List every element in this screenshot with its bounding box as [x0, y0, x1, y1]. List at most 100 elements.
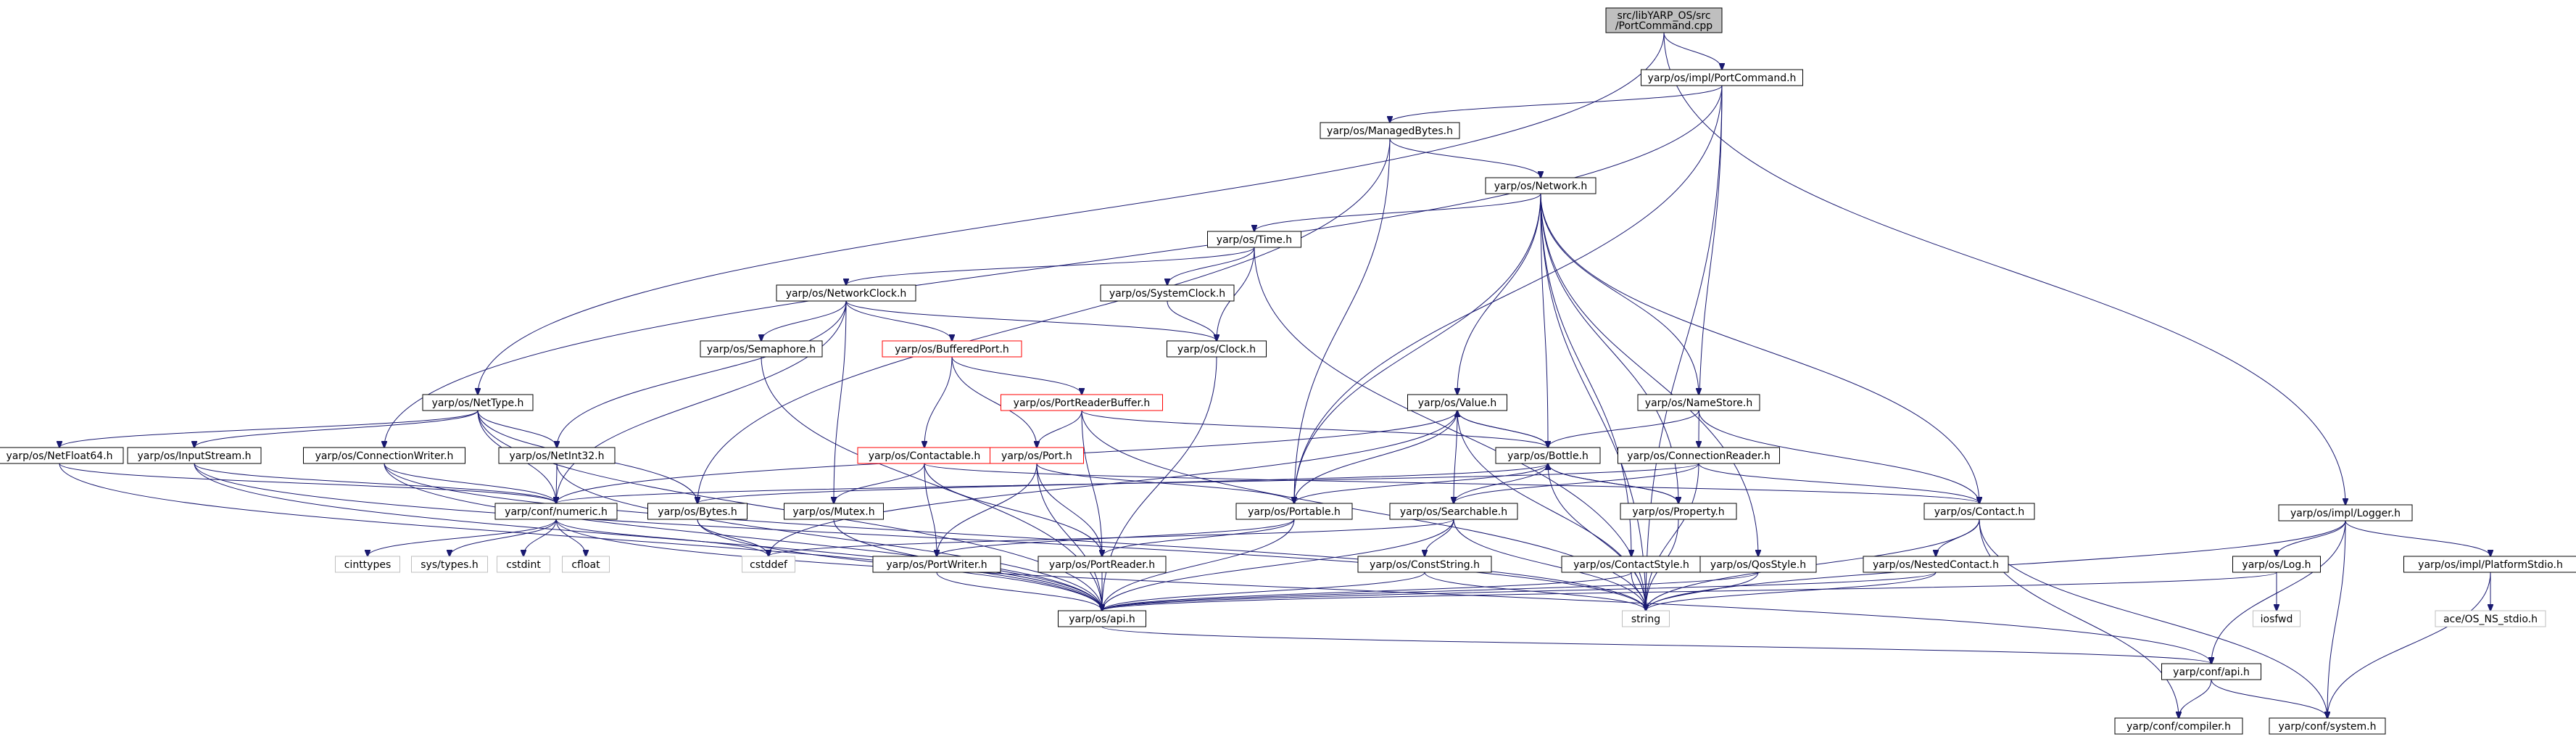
node-box	[498, 447, 616, 464]
node-compiler[interactable]: yarp/conf/compiler.h	[2114, 717, 2243, 735]
node-connectionreader[interactable]: yarp/os/ConnectionReader.h	[1618, 447, 1780, 464]
node-label: yarp/os/impl/Logger.h	[2290, 508, 2401, 519]
node-searchable[interactable]: yarp/os/Searchable.h	[1389, 503, 1518, 520]
node-connectionwriter[interactable]: yarp/os/ConnectionWriter.h	[303, 447, 465, 464]
node-bottle[interactable]: yarp/os/Bottle.h	[1495, 447, 1601, 464]
node-box	[1058, 610, 1146, 627]
edge-portreaderbuffer-to-bottle	[1081, 410, 1548, 448]
edge-nestedcontact-to-api-os	[1102, 572, 1937, 611]
node-namestore[interactable]: yarp/os/NameStore.h	[1637, 394, 1760, 411]
node-cstddef: cstddef	[742, 556, 795, 573]
node-label: yarp/os/Semaphore.h	[707, 344, 816, 355]
node-platformstdio[interactable]: yarp/os/impl/PlatformStdio.h	[2403, 556, 2576, 573]
edge-api-os-to-conf-api	[1101, 626, 2211, 664]
node-property[interactable]: yarp/os/Property.h	[1620, 503, 1737, 520]
node-netfloat64[interactable]: yarp/os/NetFloat64.h	[0, 447, 124, 464]
node-conf-api[interactable]: yarp/conf/api.h	[2161, 663, 2261, 680]
node-box	[497, 556, 550, 573]
node-portcommand-h[interactable]: yarp/os/impl/PortCommand.h	[1641, 69, 1803, 86]
node-time[interactable]: yarp/os/Time.h	[1207, 231, 1301, 248]
edge-numeric-to-systypes	[450, 519, 557, 556]
node-box	[2114, 717, 2243, 735]
node-label: cstddef	[750, 559, 788, 571]
node-box	[872, 556, 1001, 573]
node-portable[interactable]: yarp/os/Portable.h	[1235, 503, 1353, 520]
edge-netfloat64-to-numeric	[59, 463, 556, 503]
node-numeric[interactable]: yarp/conf/numeric.h	[494, 503, 618, 520]
edge-bytes-to-cstddef	[697, 519, 769, 556]
node-inputstream[interactable]: yarp/os/InputStream.h	[127, 447, 262, 464]
node-value[interactable]: yarp/os/Value.h	[1407, 394, 1507, 411]
node-box	[1485, 177, 1596, 194]
node-box	[494, 503, 618, 520]
edge-portcommand-h-to-portable	[1294, 85, 1723, 503]
edge-networkclock-to-mutex	[834, 300, 847, 503]
edge-numeric-to-cstdint	[523, 519, 557, 556]
node-clock[interactable]: yarp/os/Clock.h	[1167, 340, 1267, 358]
node-network[interactable]: yarp/os/Network.h	[1485, 177, 1596, 194]
edge-conf-api-to-compiler	[2179, 679, 2212, 718]
edge-numeric-to-cinttypes	[368, 519, 557, 556]
edge-log-to-api-os	[1102, 572, 2277, 611]
node-box	[1863, 556, 2009, 573]
node-system[interactable]: yarp/conf/system.h	[2269, 717, 2386, 735]
node-nettype[interactable]: yarp/os/NetType.h	[422, 394, 534, 411]
node-label: yarp/os/NetInt32.h	[509, 450, 604, 462]
node-box	[2403, 556, 2576, 573]
edge-netfloat64-to-api-os	[59, 463, 1102, 611]
node-networkclock[interactable]: yarp/os/NetworkClock.h	[776, 284, 916, 302]
edge-logger-to-conf-api	[2211, 520, 2346, 664]
node-api-os[interactable]: yarp/os/api.h	[1058, 610, 1146, 627]
edge-value-to-searchable	[1454, 410, 1458, 503]
edge-network-to-qosstyle	[1540, 193, 1758, 556]
node-root[interactable]: src/libYARP_OS/src/PortCommand.cpp	[1605, 7, 1723, 33]
node-portreaderbuffer[interactable]: yarp/os/PortReaderBuffer.h	[1001, 394, 1163, 411]
node-box	[700, 340, 823, 358]
node-label: yarp/os/ConnectionReader.h	[1627, 450, 1771, 462]
node-netint32[interactable]: yarp/os/NetInt32.h	[498, 447, 616, 464]
edge-portcommand-h-to-managedbytes	[1390, 85, 1723, 123]
edge-value-to-portable	[1294, 410, 1458, 503]
node-label: yarp/os/BufferedPort.h	[895, 344, 1009, 355]
node-label: iosfwd	[2261, 614, 2293, 625]
node-portreader[interactable]: yarp/os/PortReader.h	[1038, 556, 1167, 573]
edge-network-to-bottle	[1540, 193, 1548, 448]
node-log[interactable]: yarp/os/Log.h	[2232, 556, 2321, 573]
node-logger[interactable]: yarp/os/impl/Logger.h	[2278, 504, 2413, 522]
node-label: yarp/os/NestedContact.h	[1873, 559, 1999, 571]
edge-conf-api-to-system	[2211, 679, 2327, 718]
node-nestedcontact[interactable]: yarp/os/NestedContact.h	[1863, 556, 2009, 573]
edge-networkclock-to-netint32	[557, 300, 847, 448]
edge-numeric-to-conf-api	[555, 519, 2211, 664]
node-contact[interactable]: yarp/os/Contact.h	[1923, 503, 2035, 520]
node-semaphore[interactable]: yarp/os/Semaphore.h	[700, 340, 823, 358]
node-label: yarp/os/NetworkClock.h	[786, 288, 907, 300]
node-bufferedport[interactable]: yarp/os/BufferedPort.h	[882, 340, 1022, 358]
node-label: ace/OS_NS_stdio.h	[2443, 614, 2538, 625]
node-systemclock[interactable]: yarp/os/SystemClock.h	[1100, 284, 1235, 302]
node-qosstyle[interactable]: yarp/os/QosStyle.h	[1699, 556, 1817, 573]
node-bytes[interactable]: yarp/os/Bytes.h	[647, 503, 747, 520]
node-label: yarp/os/NameStore.h	[1645, 397, 1752, 409]
node-managedbytes[interactable]: yarp/os/ManagedBytes.h	[1320, 122, 1460, 139]
node-portwriter[interactable]: yarp/os/PortWriter.h	[872, 556, 1001, 573]
node-box	[303, 447, 465, 464]
node-box	[1320, 122, 1460, 139]
node-label: cfloat	[571, 559, 600, 571]
node-box	[1389, 503, 1518, 520]
edge-network-to-contactstyle	[1540, 193, 1631, 556]
edge-connectionwriter-to-string	[384, 463, 1646, 611]
node-mutex[interactable]: yarp/os/Mutex.h	[784, 503, 884, 520]
edge-portcommand-h-to-connectionwriter	[384, 85, 1723, 448]
node-label: yarp/os/Network.h	[1494, 181, 1588, 192]
node-conststring[interactable]: yarp/os/ConstString.h	[1357, 556, 1492, 573]
node-box	[2232, 556, 2321, 573]
edge-networkclock-to-clock	[845, 300, 1217, 341]
node-port[interactable]: yarp/os/Port.h	[990, 447, 1084, 464]
node-label: yarp/os/Port.h	[1001, 450, 1072, 462]
node-contactstyle[interactable]: yarp/os/ContactStyle.h	[1561, 556, 1702, 573]
edge-connectionreader-to-numeric	[556, 463, 1699, 503]
node-contactable[interactable]: yarp/os/Contactable.h	[857, 447, 992, 464]
edge-port-to-portwriter	[937, 463, 1038, 556]
node-label: yarp/os/ManagedBytes.h	[1327, 125, 1453, 137]
